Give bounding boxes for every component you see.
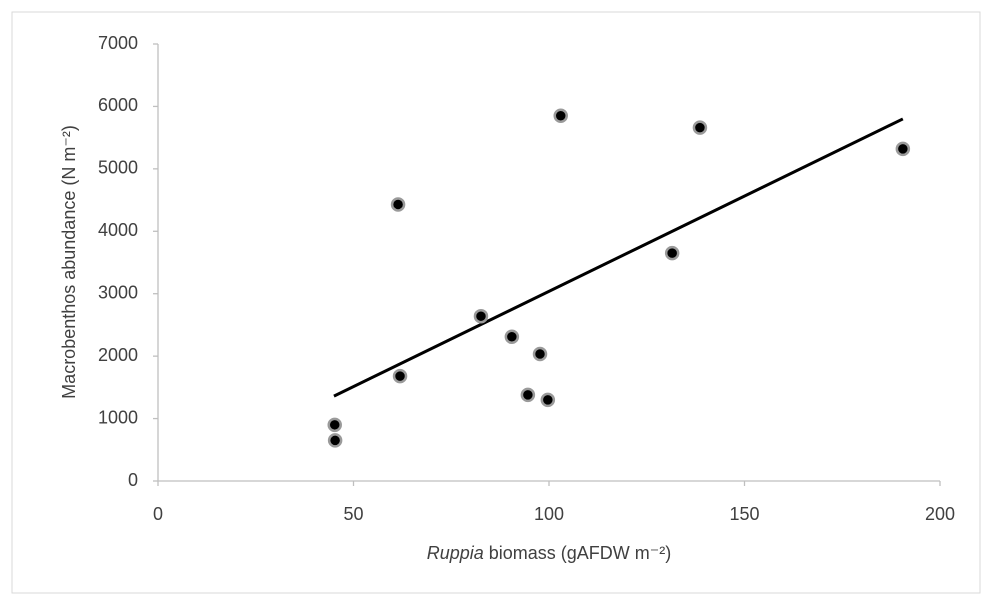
- chart-frame: [11, 11, 981, 594]
- x-tick-label: 100: [534, 504, 564, 524]
- data-point: [504, 329, 520, 345]
- y-tick-label: 1000: [98, 407, 138, 427]
- data-point: [327, 417, 342, 433]
- trendline: [333, 117, 904, 398]
- y-tick-label: 7000: [98, 33, 138, 53]
- y-tick-label: 5000: [98, 158, 138, 178]
- data-point: [692, 120, 708, 135]
- x-label-italic: Ruppia: [427, 543, 484, 563]
- x-label-rest: biomass (gAFDW m⁻²): [489, 543, 672, 563]
- y-tick-label: 3000: [98, 282, 138, 302]
- data-point: [895, 141, 911, 157]
- data-point: [520, 387, 536, 403]
- data-point: [390, 197, 406, 212]
- data-point: [540, 392, 556, 408]
- x-axis-label: Ruppia biomass (gAFDW m⁻²): [427, 543, 672, 563]
- y-axis-label: Macrobenthos abundance (N m⁻²): [59, 125, 79, 399]
- x-tick-label: 200: [925, 504, 955, 524]
- x-tick-label: 150: [729, 504, 759, 524]
- data-point: [553, 108, 568, 124]
- y-tick-label: 4000: [98, 220, 138, 240]
- y-tick-label: 6000: [98, 95, 138, 115]
- data-point: [532, 346, 548, 362]
- data-point: [664, 245, 680, 261]
- data-point: [473, 308, 489, 324]
- y-tick-label: 0: [128, 470, 138, 490]
- data-point: [327, 433, 343, 448]
- x-tick-label: 50: [343, 504, 363, 524]
- data-point: [392, 368, 408, 384]
- x-tick-label: 0: [153, 504, 163, 524]
- y-tick-label: 2000: [98, 345, 138, 365]
